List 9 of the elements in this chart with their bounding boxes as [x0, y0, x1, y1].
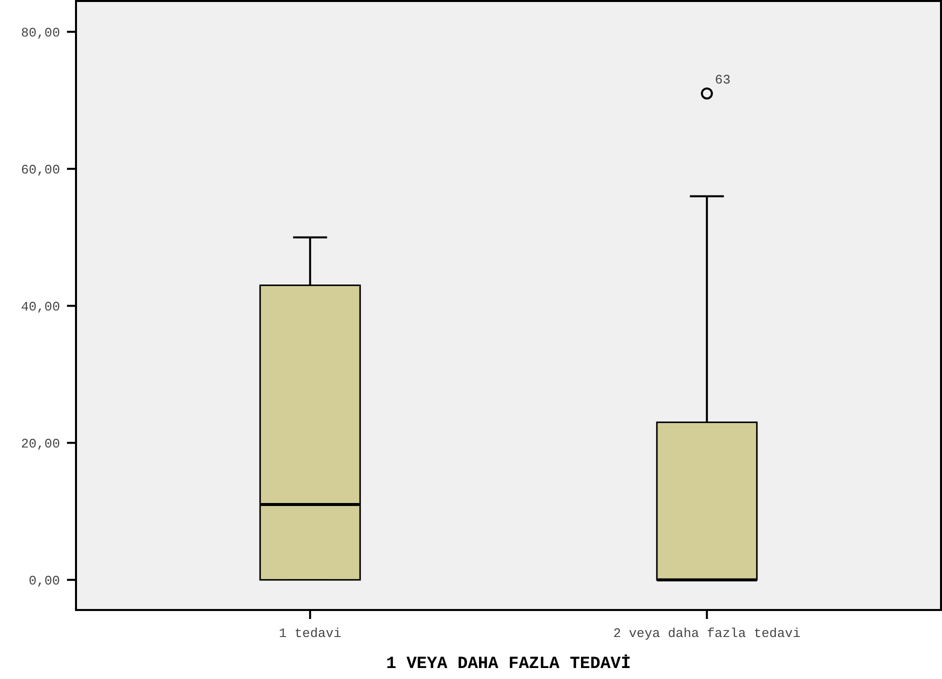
x-axis-title: 1 VEYA DAHA FAZLA TEDAVİ [386, 654, 631, 674]
annotation: 63 [714, 72, 731, 88]
y-tick-label: 0,00 [28, 573, 60, 588]
y-tick-label: 80,00 [20, 25, 60, 40]
x-tick-label: 1 tedavi [278, 626, 342, 641]
x-tick-label: 2 veya daha fazla tedavi [613, 626, 801, 641]
y-tick-label: 20,00 [20, 436, 60, 452]
y-tick-label: 60,00 [20, 162, 60, 178]
y-tick-label: 40,00 [20, 299, 60, 314]
